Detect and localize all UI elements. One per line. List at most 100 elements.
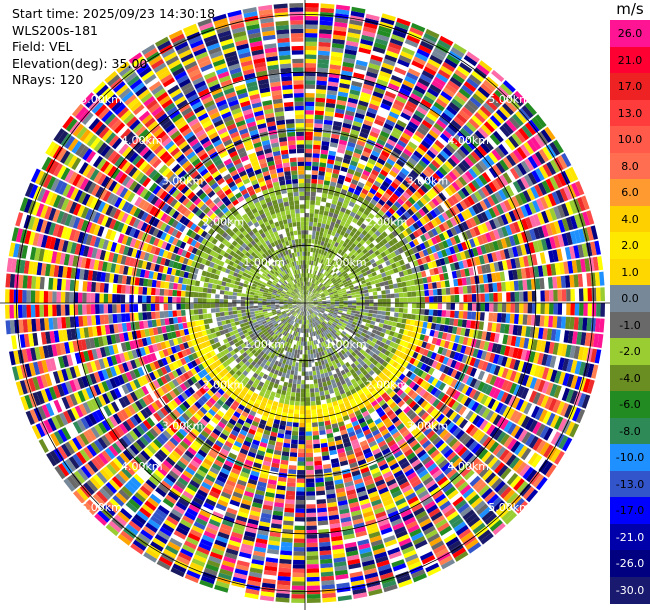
- velocity-cell: [429, 268, 435, 276]
- velocity-cell: [350, 248, 357, 255]
- velocity-cell: [305, 290, 307, 295]
- velocity-cell: [331, 199, 338, 205]
- velocity-cell: [371, 262, 378, 268]
- velocity-cell: [342, 253, 348, 259]
- velocity-cell: [402, 229, 409, 237]
- velocity-cell: [431, 51, 445, 61]
- velocity-cell: [346, 290, 352, 294]
- velocity-cell: [419, 73, 433, 84]
- velocity-cell: [342, 279, 347, 284]
- velocity-cell: [456, 91, 469, 103]
- velocity-cell: [477, 108, 489, 120]
- velocity-cell: [332, 213, 339, 219]
- velocity-cell: [466, 195, 476, 206]
- velocity-cell: [320, 149, 329, 155]
- velocity-cell: [390, 251, 397, 258]
- velocity-cell: [516, 207, 525, 219]
- velocity-cell: [418, 250, 425, 258]
- velocity-cell: [293, 551, 305, 556]
- velocity-cell: [397, 91, 409, 100]
- velocity-cell: [381, 294, 387, 299]
- velocity-cell: [321, 197, 327, 203]
- velocity-cell: [307, 290, 309, 295]
- velocity-cell: [369, 258, 376, 264]
- velocity-cell: [414, 190, 423, 199]
- velocity-cell: [408, 274, 414, 281]
- velocity-cell: [332, 195, 339, 201]
- velocity-cell: [390, 181, 399, 190]
- velocity-cell: [422, 249, 429, 257]
- velocity-cell: [432, 289, 438, 296]
- velocity-cell: [502, 172, 513, 184]
- velocity-cell: [512, 234, 520, 246]
- velocity-cell: [331, 231, 336, 237]
- velocity-cell: [484, 154, 495, 166]
- velocity-cell: [306, 290, 309, 295]
- velocity-cell: [310, 388, 315, 393]
- velocity-cell: [373, 180, 382, 188]
- velocity-cell: [307, 345, 310, 351]
- velocity-cell: [343, 298, 348, 301]
- velocity-cell: [471, 133, 483, 145]
- velocity-cell: [437, 310, 442, 317]
- velocity-cell: [420, 234, 427, 242]
- velocity-cell: [291, 585, 305, 591]
- velocity-cell: [437, 295, 443, 303]
- velocity-cell: [308, 291, 311, 296]
- velocity-cell: [315, 106, 325, 112]
- velocity-cell: [464, 184, 474, 195]
- velocity-cell: [332, 34, 346, 41]
- velocity-cell: [392, 256, 399, 263]
- velocity-cell: [395, 95, 407, 104]
- velocity-cell: [424, 116, 435, 126]
- velocity-cell: [364, 299, 370, 303]
- velocity-cell: [297, 465, 305, 471]
- velocity-cell: [363, 147, 372, 154]
- velocity-cell: [361, 188, 369, 195]
- velocity-cell: [332, 261, 338, 267]
- velocity-cell: [577, 273, 584, 287]
- velocity-cell: [323, 251, 328, 256]
- velocity-cell: [374, 250, 381, 256]
- velocity-cell: [352, 217, 359, 224]
- velocity-cell: [347, 141, 356, 148]
- velocity-cell: [367, 191, 375, 199]
- velocity-cell: [388, 207, 396, 215]
- velocity-cell: [532, 200, 541, 213]
- velocity-cell: [405, 124, 416, 134]
- velocity-cell: [404, 219, 412, 227]
- velocity-cell: [320, 294, 325, 297]
- velocity-cell: [292, 572, 305, 578]
- velocity-cell: [397, 266, 403, 272]
- velocity-cell: [315, 248, 320, 254]
- velocity-cell: [381, 126, 392, 135]
- velocity-cell: [310, 264, 313, 270]
- velocity-cell: [573, 317, 579, 330]
- velocity-cell: [391, 222, 398, 230]
- velocity-cell: [533, 266, 540, 278]
- velocity-cell: [380, 224, 388, 231]
- velocity-cell: [306, 551, 319, 556]
- velocity-cell: [428, 289, 434, 296]
- velocity-cell: [327, 216, 333, 222]
- velocity-cell: [458, 88, 471, 99]
- velocity-cell: [301, 384, 305, 389]
- velocity-cell: [414, 252, 421, 260]
- velocity-cell: [286, 421, 293, 427]
- velocity-cell: [364, 306, 370, 310]
- velocity-cell: [327, 154, 336, 161]
- velocity-cell: [305, 63, 317, 68]
- velocity-cell: [340, 166, 348, 173]
- velocity-cell: [310, 349, 313, 355]
- velocity-cell: [309, 287, 312, 292]
- velocity-cell: [307, 286, 309, 291]
- velocity-cell: [364, 75, 377, 83]
- velocity-cell: [305, 392, 310, 398]
- velocity-cell: [499, 174, 509, 186]
- velocity-cell: [327, 229, 333, 235]
- velocity-cell: [446, 303, 451, 310]
- velocity-cell: [336, 99, 347, 106]
- velocity-cell: [493, 229, 501, 240]
- velocity-cell: [430, 245, 437, 253]
- velocity-cell: [290, 392, 296, 397]
